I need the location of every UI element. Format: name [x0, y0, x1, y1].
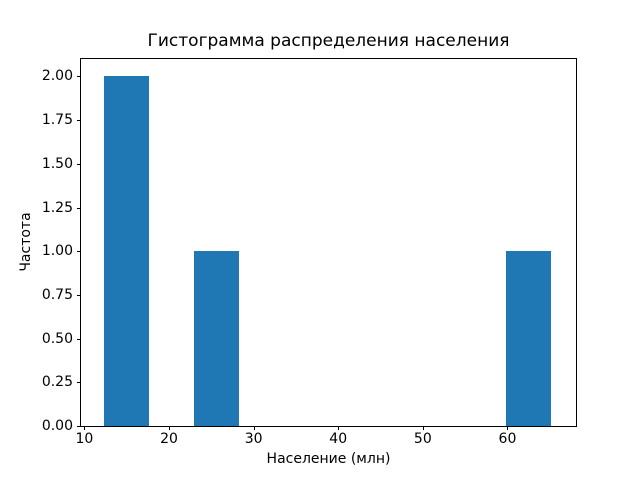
histogram-bar	[506, 251, 552, 426]
x-tick-mark	[338, 426, 340, 430]
y-tick-mark	[77, 163, 81, 165]
x-tick-label: 40	[329, 431, 348, 447]
chart-title: Гистограмма распределения населения	[147, 31, 510, 51]
x-axis-label: Население (млн)	[266, 451, 391, 467]
histogram-bar	[103, 76, 150, 426]
y-tick-mark	[77, 120, 81, 122]
x-tick-label: 10	[75, 431, 94, 447]
x-tick-label: 20	[160, 431, 178, 447]
y-tick-mark	[77, 426, 81, 427]
y-tick-label: 1.50	[41, 155, 73, 172]
y-tick-label: 0.00	[41, 418, 73, 434]
histogram-bar	[193, 251, 240, 426]
y-tick-label: 0.25	[41, 374, 73, 391]
y-tick-mark	[77, 251, 81, 253]
x-tick-mark	[253, 426, 255, 430]
y-tick-label: 2.00	[41, 68, 73, 85]
y-tick-mark	[77, 207, 81, 209]
plot-area: 10 20 30 40 50 60 0.00 0.25 0.50 0.75 1.00 1.25 1.50…	[42, 58, 577, 446]
x-tick-mark	[169, 426, 170, 430]
y-tick-label: 1.75	[41, 112, 73, 129]
y-tick-mark	[77, 338, 81, 340]
y-tick-label: 1.25	[41, 199, 73, 216]
y-tick-mark	[77, 294, 81, 296]
y-tick-label: 0.50	[41, 330, 73, 347]
y-axis-label: Частота	[18, 212, 34, 272]
x-tick-mark	[84, 426, 86, 430]
x-tick-mark	[422, 426, 424, 430]
x-tick-label: 60	[498, 431, 517, 447]
y-tick-label: 1.00	[41, 243, 73, 260]
y-tick-label: 0.75	[41, 286, 73, 303]
x-tick-label: 50	[413, 431, 432, 447]
x-tick-label: 30	[244, 431, 263, 447]
y-tick-mark	[77, 76, 81, 78]
x-tick-mark	[507, 426, 509, 430]
y-tick-mark	[77, 382, 81, 384]
